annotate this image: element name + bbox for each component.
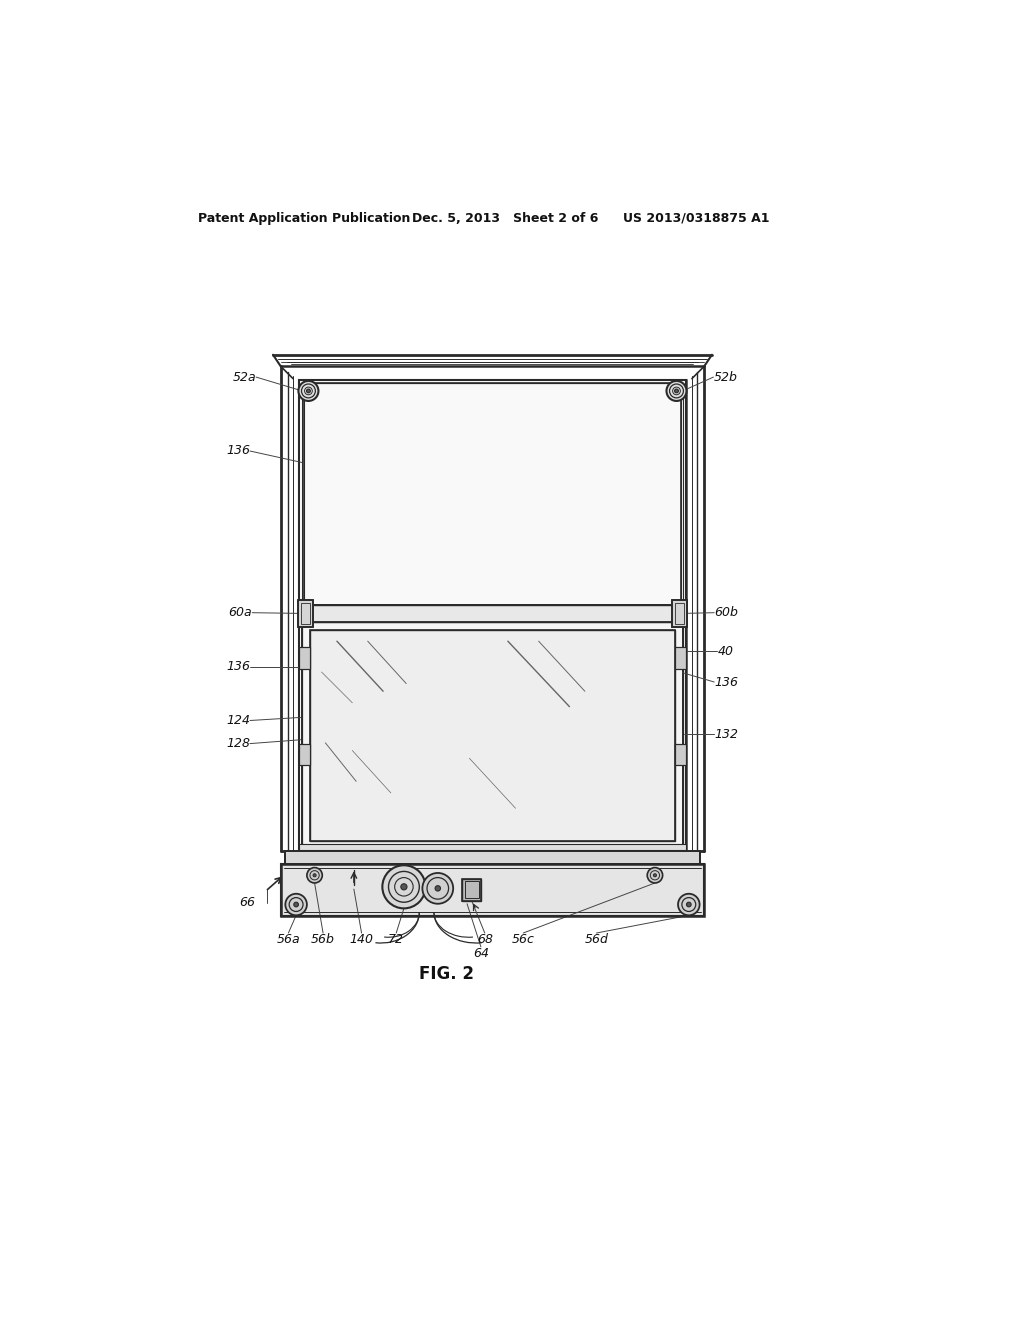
Bar — [302, 383, 683, 851]
Bar — [299, 743, 310, 766]
Circle shape — [400, 884, 407, 890]
Bar — [298, 601, 313, 627]
Bar — [281, 863, 705, 916]
Bar — [675, 603, 684, 624]
Circle shape — [675, 389, 679, 393]
Text: 136: 136 — [226, 445, 250, 458]
Text: 60a: 60a — [228, 606, 252, 619]
Circle shape — [653, 874, 656, 876]
Text: 56a: 56a — [276, 933, 300, 945]
Text: US 2013/0318875 A1: US 2013/0318875 A1 — [624, 213, 770, 224]
Text: Patent Application Publication: Patent Application Publication — [199, 213, 411, 224]
Bar — [298, 601, 313, 627]
Bar — [463, 879, 481, 900]
Bar — [304, 383, 681, 605]
Text: 60b: 60b — [714, 606, 738, 619]
Bar — [675, 647, 686, 669]
Circle shape — [435, 886, 440, 891]
Bar — [675, 743, 686, 766]
Text: Dec. 5, 2013   Sheet 2 of 6: Dec. 5, 2013 Sheet 2 of 6 — [412, 213, 598, 224]
Bar — [675, 647, 686, 669]
Circle shape — [678, 894, 699, 915]
Bar — [310, 630, 675, 841]
Text: 52b: 52b — [714, 371, 737, 384]
Bar — [302, 622, 683, 849]
Bar — [672, 601, 687, 627]
Bar — [675, 743, 686, 766]
Circle shape — [382, 866, 425, 908]
Bar — [299, 647, 310, 669]
Bar — [299, 605, 686, 622]
Text: 68: 68 — [477, 933, 493, 945]
Bar — [285, 851, 700, 863]
Circle shape — [667, 381, 686, 401]
Bar — [299, 647, 310, 669]
Text: 128: 128 — [226, 737, 250, 750]
Bar — [465, 882, 478, 899]
Text: 136: 136 — [714, 676, 738, 689]
Text: 66: 66 — [240, 896, 255, 909]
Bar — [310, 630, 675, 841]
Text: 72: 72 — [388, 933, 404, 945]
Circle shape — [313, 874, 316, 876]
Circle shape — [306, 389, 310, 393]
Circle shape — [286, 894, 307, 915]
Text: 56c: 56c — [512, 933, 535, 945]
Bar — [302, 622, 683, 849]
Bar — [463, 879, 481, 900]
Bar — [299, 605, 686, 622]
Bar — [304, 383, 681, 605]
Text: 52a: 52a — [232, 371, 256, 384]
Text: 40: 40 — [717, 644, 733, 657]
Circle shape — [686, 903, 691, 907]
Text: FIG. 2: FIG. 2 — [419, 965, 474, 983]
Circle shape — [294, 903, 298, 907]
Circle shape — [422, 873, 454, 904]
Circle shape — [298, 381, 318, 401]
Text: 64: 64 — [473, 946, 488, 960]
Circle shape — [307, 867, 323, 883]
Bar — [281, 863, 705, 916]
Text: 124: 124 — [226, 714, 250, 727]
Bar — [301, 603, 310, 624]
Bar — [299, 843, 686, 850]
Bar — [299, 380, 686, 851]
Text: 140: 140 — [349, 933, 374, 945]
Text: 136: 136 — [226, 660, 250, 673]
Bar — [672, 601, 687, 627]
Circle shape — [647, 867, 663, 883]
Text: 56b: 56b — [311, 933, 335, 945]
Bar — [299, 743, 310, 766]
Text: 132: 132 — [714, 727, 738, 741]
Text: 56d: 56d — [585, 933, 608, 945]
Bar — [285, 851, 700, 863]
